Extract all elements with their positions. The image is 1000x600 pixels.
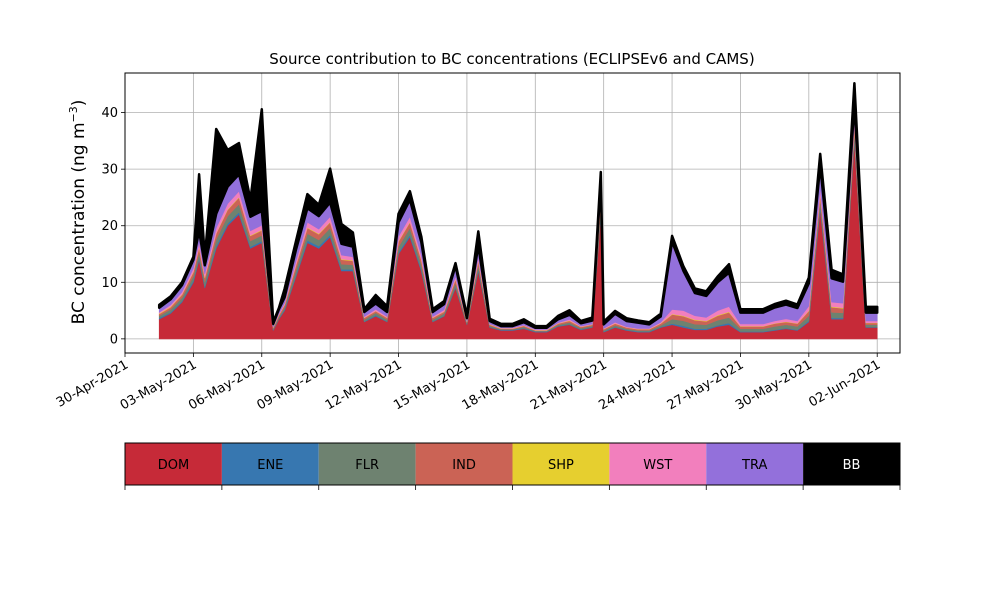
y-tick-label: 0 [110,332,118,347]
y-tick-label: 20 [101,219,118,234]
legend-label-flr: FLR [355,458,379,473]
legend-label-wst: WST [643,458,672,473]
stacked-areas [157,81,879,340]
y-tick-label: 10 [101,276,118,291]
legend-swatch-shp [512,443,610,485]
y-tick-label: 40 [101,106,118,121]
legend-label-dom: DOM [158,458,189,473]
area-bb [157,81,879,330]
legend-label-shp: SHP [548,458,574,473]
legend-label-ene: ENE [257,458,283,473]
legend-swatch-ene [221,443,319,485]
legend-swatch-flr [318,443,416,485]
legend-swatch-tra [706,443,804,485]
legend-label-ind: IND [452,458,476,473]
legend-label-bb: BB [843,458,861,473]
legend-swatch-wst [609,443,707,485]
y-tick-label: 30 [101,163,118,178]
axes [124,72,901,354]
y-axis-label: BC concentration (ng m−3) [67,100,89,325]
y-axis-label-close: ) [69,100,89,107]
y-axis-label-superscript: −3 [67,106,80,122]
legend-swatch-bb [803,443,900,485]
y-ticks: 0 10 20 30 40 [101,106,125,347]
legend-swatch-ind [415,443,513,485]
plot-frame [124,72,901,354]
y-axis-label-main: BC concentration (ng m [69,122,89,324]
legend-label-tra: TRA [741,458,767,473]
legend-swatch-dom [125,443,222,485]
legend-colorbar: DOM ENE FLR IND SHP WST TRA BB [124,442,901,490]
chart-title: Source contribution to BC concentrations… [269,50,754,68]
